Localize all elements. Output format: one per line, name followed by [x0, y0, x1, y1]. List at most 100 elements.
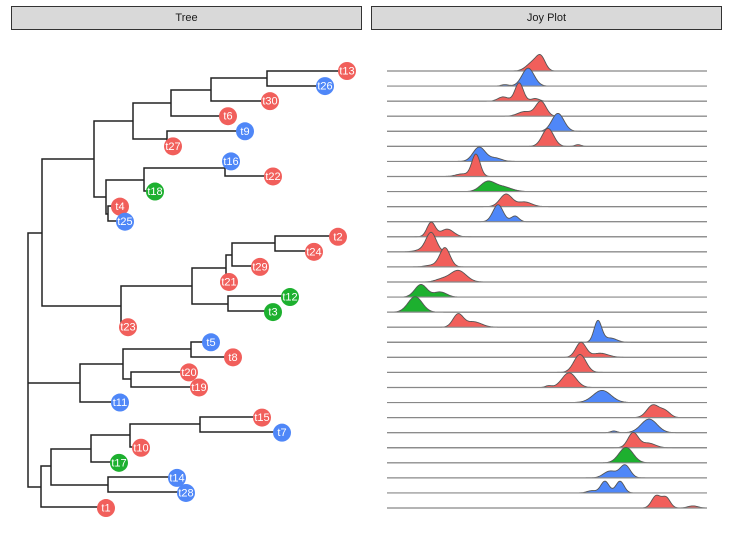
tip-point	[305, 242, 323, 261]
ridge-t26	[387, 67, 707, 87]
tip-point	[168, 468, 186, 487]
ridge-fill	[387, 284, 707, 298]
tip-label: t10	[133, 442, 148, 454]
joy-plot-panel-strip: Joy Plot	[371, 6, 722, 30]
tip-point	[222, 152, 240, 171]
ridge-t23	[387, 313, 707, 328]
ridge-fill	[387, 296, 707, 313]
tip-t27: t27	[164, 137, 182, 156]
ridge-t5	[387, 319, 707, 343]
ridge-fill	[387, 270, 707, 282]
ridge-t28	[387, 480, 707, 494]
ridge-fill	[387, 320, 707, 343]
tip-t14: t14	[168, 468, 186, 487]
ridge-t12	[387, 284, 707, 298]
tip-point	[253, 408, 271, 427]
tip-t3: t3	[264, 303, 282, 322]
ridge-t21	[387, 269, 707, 283]
tip-label: t16	[223, 156, 238, 168]
tip-label: t25	[117, 216, 132, 228]
tip-label: t23	[120, 322, 135, 334]
ridge-t7	[387, 418, 707, 434]
tip-t21: t21	[220, 272, 238, 291]
tip-label: t30	[262, 96, 277, 108]
ridge-outline	[387, 296, 707, 313]
ridge-fill	[387, 372, 707, 388]
ridge-fill	[387, 54, 707, 71]
ridge-fill	[387, 222, 707, 237]
tip-t22: t22	[264, 167, 282, 186]
tip-t19: t19	[190, 378, 208, 397]
ridge-t3	[387, 296, 707, 313]
ridge-t18	[387, 180, 707, 193]
tip-label: t8	[228, 352, 237, 364]
ridge-outline	[387, 204, 707, 223]
tip-t30: t30	[261, 92, 279, 111]
ridge-outline	[387, 180, 707, 193]
ridge-outline	[387, 153, 707, 177]
ridge-fill	[387, 342, 707, 358]
tip-point	[273, 423, 291, 442]
tip-point	[97, 499, 115, 518]
ridge-t29	[387, 247, 707, 268]
tip-t20: t20	[180, 363, 198, 382]
tip-point	[116, 212, 134, 231]
ridge-fill	[387, 495, 707, 509]
tip-label: t13	[339, 66, 354, 78]
tip-point	[264, 303, 282, 322]
ridge-outline	[387, 319, 707, 343]
ridge-t2	[387, 221, 707, 238]
tip-point	[146, 182, 164, 201]
ridge-outline	[387, 269, 707, 283]
ridge-t10	[387, 431, 707, 449]
ridge-t6	[387, 100, 707, 117]
ridge-t25	[387, 204, 707, 223]
tip-t11: t11	[111, 393, 129, 412]
ridge-t8	[387, 341, 707, 358]
tip-t12: t12	[281, 288, 299, 307]
ridge-t13	[387, 54, 707, 72]
tip-t24: t24	[305, 242, 323, 261]
tree-panel-strip: Tree	[11, 6, 362, 30]
tree-panel-title: Tree	[175, 12, 198, 24]
ridge-outline	[387, 372, 707, 388]
tip-point	[190, 378, 208, 397]
tip-t10: t10	[132, 438, 150, 457]
tree-tips: t13 t26 t30 t6 t9 t27 t16 t22 t18 t4 t25 t2 t24 t29 t2…	[97, 62, 356, 518]
tip-t29: t29	[251, 257, 269, 276]
tip-t15: t15	[253, 408, 271, 427]
ridge-fill	[387, 146, 707, 162]
tip-label: t7	[277, 427, 286, 439]
ridge-outline	[387, 341, 707, 358]
tip-label: t11	[113, 397, 127, 409]
tip-point	[110, 453, 128, 472]
tip-label: t18	[147, 186, 162, 198]
tip-t4: t4	[111, 197, 129, 216]
ridge-outline	[387, 446, 707, 464]
tip-point	[119, 318, 137, 337]
tip-t6: t6	[219, 107, 237, 126]
ridge-fill	[387, 154, 707, 177]
ridge-fill	[387, 100, 707, 117]
ridge-fill	[387, 180, 707, 192]
tip-t16: t16	[222, 152, 240, 171]
ridge-outline	[387, 431, 707, 449]
tip-point	[111, 197, 129, 216]
ridge-outline	[387, 389, 707, 403]
tip-label: t29	[252, 261, 267, 273]
tip-t26: t26	[316, 77, 334, 96]
ridge-fill	[387, 464, 707, 478]
tip-point	[132, 438, 150, 457]
ridge-outline	[387, 313, 707, 328]
tip-t1: t1	[97, 499, 115, 518]
tip-t7: t7	[273, 423, 291, 442]
tip-point	[164, 137, 182, 156]
ridge-t27	[387, 127, 707, 147]
tip-label: t24	[306, 246, 321, 258]
tip-point	[177, 483, 195, 502]
tip-label: t6	[223, 111, 232, 123]
tip-point	[224, 348, 242, 367]
ridge-t4	[387, 193, 707, 208]
tip-point	[329, 227, 347, 246]
tip-t13: t13	[338, 62, 356, 80]
